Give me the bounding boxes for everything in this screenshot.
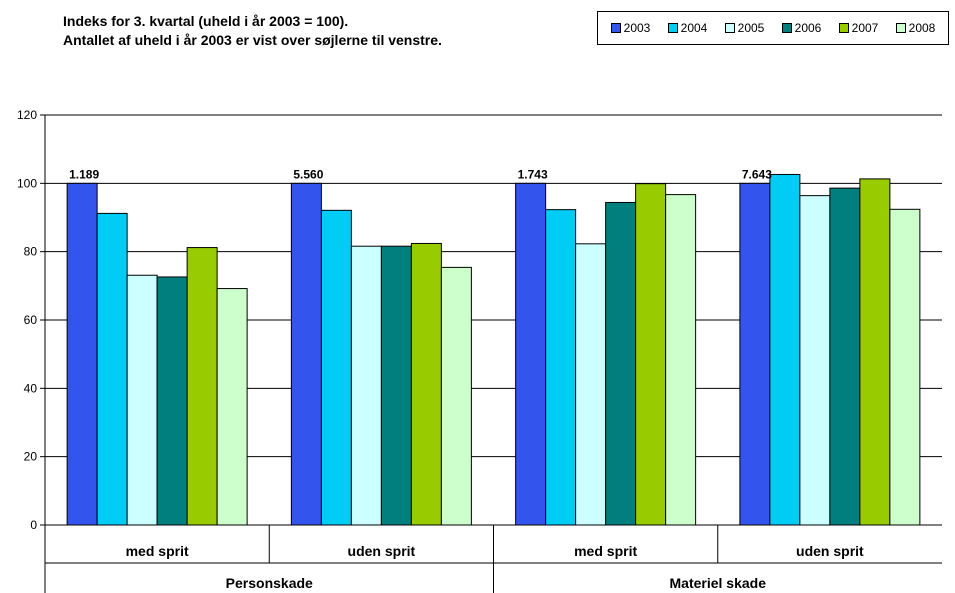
bar-2003-2: [290, 182, 322, 526]
legend-swatch: [610, 23, 621, 33]
legend-label: 2003: [623, 21, 651, 35]
bar-2004-2: [320, 209, 352, 526]
bar-2008-3: [665, 194, 697, 526]
bar-count-label: 5.560: [293, 167, 323, 181]
bar-count-label: 7.643: [742, 167, 772, 181]
bar-2003-4: [739, 182, 771, 526]
legend-label: 2008: [908, 21, 936, 35]
bar-2003-1: [66, 182, 98, 526]
bar-2007-2: [410, 242, 442, 526]
category-label: uden sprit: [796, 543, 864, 559]
y-tick-label: 20: [24, 450, 38, 464]
category-label: med sprit: [126, 543, 189, 559]
legend-item-2004: 2004: [667, 21, 708, 35]
bar-2006-4: [829, 187, 861, 526]
bar-2008-4: [889, 208, 921, 526]
group-label: Materiel skade: [670, 575, 767, 591]
chart-title-line-1: Indeks for 3. kvartal (uheld i år 2003 =…: [63, 13, 349, 29]
bar-2005-2: [350, 245, 382, 526]
y-tick-label: 60: [24, 313, 38, 327]
group-label: Personskade: [226, 575, 313, 591]
chart-legend: 2003 2004 2005 2006 2007 2008: [597, 11, 949, 45]
y-tick-label: 0: [30, 518, 37, 532]
legend-item-2005: 2005: [724, 21, 765, 35]
y-tick-label: 40: [24, 381, 38, 395]
bar-2004-1: [96, 212, 128, 526]
bar-2008-1: [216, 288, 248, 526]
legend-label: 2006: [794, 21, 822, 35]
chart-title: Indeks for 3. kvartal (uheld i år 2003 =…: [63, 12, 442, 50]
bar-2003-3: [515, 182, 547, 526]
legend-item-2008: 2008: [895, 21, 936, 35]
bar-2007-3: [635, 183, 667, 526]
legend-label: 2007: [851, 21, 879, 35]
legend-label: 2004: [680, 21, 708, 35]
chart-title-line-2: Antallet af uheld i år 2003 er vist over…: [63, 32, 442, 48]
legend-item-2006: 2006: [781, 21, 822, 35]
bar-2006-2: [380, 245, 412, 526]
bar-2004-3: [545, 209, 577, 526]
bar-count-label: 1.189: [69, 167, 99, 181]
legend-swatch: [667, 23, 678, 33]
legend-swatch: [895, 23, 906, 33]
y-tick-label: 80: [24, 245, 38, 259]
category-label: med sprit: [574, 543, 637, 559]
legend-swatch: [781, 23, 792, 33]
bar-2006-1: [156, 276, 188, 526]
bar-2005-4: [799, 195, 831, 526]
y-tick-label: 120: [17, 108, 37, 122]
bar-2004-4: [769, 173, 801, 526]
legend-swatch: [724, 23, 735, 33]
legend-label: 2005: [737, 21, 765, 35]
bar-count-label: 1.743: [518, 167, 548, 181]
y-tick-label: 100: [17, 176, 37, 190]
bar-2007-4: [859, 178, 891, 526]
legend-swatch: [838, 23, 849, 33]
bar-2008-2: [440, 266, 472, 526]
legend-item-2003: 2003: [610, 21, 651, 35]
bar-2005-1: [126, 274, 158, 526]
bar-2005-3: [575, 243, 607, 526]
category-label: uden sprit: [348, 543, 416, 559]
bar-2007-1: [186, 247, 218, 526]
legend-item-2007: 2007: [838, 21, 879, 35]
bar-2006-3: [605, 201, 637, 526]
